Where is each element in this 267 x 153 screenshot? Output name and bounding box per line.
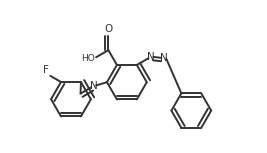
Text: N: N (90, 81, 97, 91)
Text: O: O (104, 24, 112, 34)
Text: F: F (43, 65, 49, 75)
Text: N: N (147, 52, 155, 62)
Text: N: N (160, 53, 168, 63)
Text: HO: HO (81, 54, 95, 63)
